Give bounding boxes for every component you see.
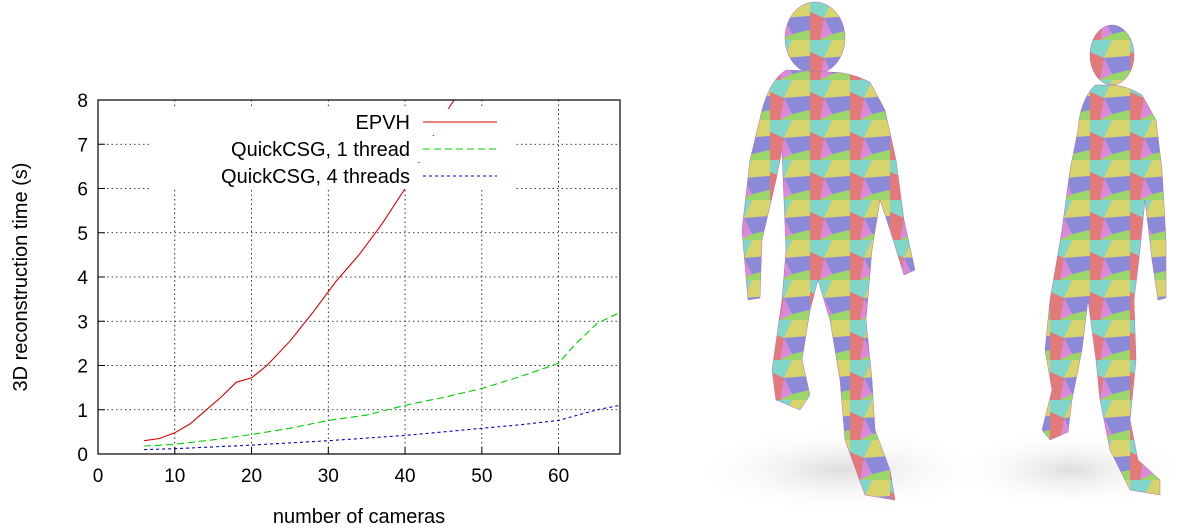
figure-right xyxy=(1041,24,1167,496)
y-tick-label: 3 xyxy=(77,312,88,333)
x-tick-label: 10 xyxy=(164,466,185,487)
series-line-1 xyxy=(144,311,620,447)
legend-label-0: EPVH xyxy=(356,112,410,134)
legend-label-1: QuickCSG, 1 thread xyxy=(231,139,410,161)
y-tick-label: 0 xyxy=(77,445,88,466)
y-tick-label: 7 xyxy=(77,135,88,156)
x-tick-label: 0 xyxy=(93,466,104,487)
axis-ticks: 0 10 20 30 40 50 60 0 1 2 3 4 5 6 7 8 xyxy=(77,91,569,487)
x-tick-label: 20 xyxy=(241,466,262,487)
x-tick-label: 40 xyxy=(394,466,415,487)
figure-left xyxy=(741,1,916,501)
y-tick-label: 5 xyxy=(77,224,88,245)
shadow-left xyxy=(690,425,990,515)
x-tick-label: 50 xyxy=(471,466,492,487)
y-tick-label: 6 xyxy=(77,180,88,201)
y-tick-label: 4 xyxy=(77,268,88,289)
y-tick-label: 8 xyxy=(77,91,88,112)
x-tick-label: 60 xyxy=(548,466,569,487)
x-tick-label: 30 xyxy=(318,466,339,487)
legend-backdrop xyxy=(150,136,515,162)
x-axis-label: number of cameras xyxy=(273,506,445,528)
y-tick-label: 2 xyxy=(77,357,88,378)
performance-chart: EPVH QuickCSG, 1 thread QuickCSG, 4 thread… xyxy=(10,91,621,528)
y-axis-label: 3D reconstruction time (s) xyxy=(10,163,32,392)
legend: EPVH QuickCSG, 1 thread QuickCSG, 4 thread… xyxy=(150,109,515,189)
walking-person-renders xyxy=(690,1,1182,515)
y-tick-label: 1 xyxy=(77,401,88,422)
legend-label-2: QuickCSG, 4 threads xyxy=(221,166,410,188)
series-line-2 xyxy=(144,404,620,451)
